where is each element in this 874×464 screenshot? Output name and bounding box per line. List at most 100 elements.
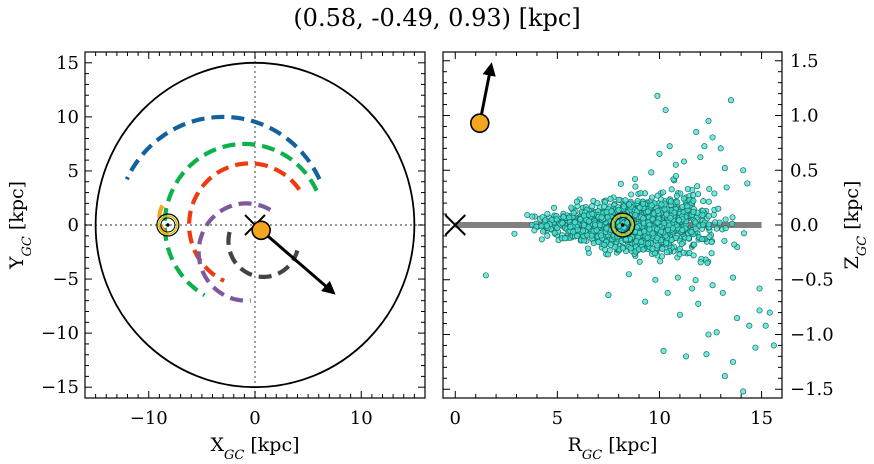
y-tick-label: −0.5 [790,270,834,291]
star-point [663,249,670,256]
star-point [628,191,635,198]
star-point [708,250,715,257]
x-tick-label: −10 [130,408,168,429]
star-point [580,212,588,219]
star-point [723,184,730,191]
star-point [699,221,706,228]
star-point [619,245,626,252]
star-point [674,274,681,281]
star-point [538,236,545,243]
star-point [706,185,713,193]
star-point [654,207,661,214]
star-point [689,285,696,292]
x-tick-label: 10 [648,408,671,429]
star-point [656,150,663,157]
star-point [680,158,688,165]
star-point [712,219,719,226]
star-point [627,245,634,252]
spiral-arm-red [186,161,301,283]
galaxy-boundary-circle [94,61,416,389]
star-point [607,195,614,202]
star-point [710,211,717,218]
star-point [721,373,728,380]
star-point [524,211,531,219]
star-point [612,244,619,251]
star-point [544,232,551,239]
star-point [756,285,763,292]
star-point [705,198,712,205]
star-point [561,235,568,242]
spiral-arm-blue [124,114,322,181]
star-point [531,227,538,234]
y-tick-label: 5 [68,161,79,182]
star-point [744,180,751,187]
star-point [538,223,545,230]
star-point [664,289,671,296]
y-tick-label: −1.5 [790,379,834,400]
star-point [551,229,558,236]
star-point [579,227,587,234]
star-point [567,223,574,231]
chart-title: (0.58, -0.49, 0.93) [kpc] [293,4,581,32]
spiral-arm-orange [157,204,170,238]
star-point [605,292,612,299]
y-axis-label: ZGC [kpc] [841,181,870,270]
star-point [539,228,547,235]
star-point [661,206,668,213]
star-point [648,202,655,209]
star-point [649,245,656,252]
star-point [708,239,715,246]
spiral-arm-purple [196,201,272,303]
star-point [560,213,567,221]
star-point [573,198,580,205]
star-point [620,203,628,210]
star-point [676,311,683,318]
y-tick-label: 1.0 [790,106,819,127]
star-point [680,249,687,256]
sun-outer-ring [610,212,636,238]
star-point [605,251,612,258]
star-point [680,195,687,202]
star-point [705,117,712,125]
star-point [752,344,759,351]
star-point [673,192,680,199]
star-point [568,204,575,211]
star-point [544,210,551,217]
star-point [641,228,648,235]
star-point [585,218,592,225]
y-tick-label: 10 [56,107,79,128]
star-point [584,245,591,252]
sun-dot [166,223,170,227]
star-point [649,230,656,237]
star-point [690,252,697,259]
star-point [659,245,666,252]
star-point [766,309,773,316]
sun-ring [158,215,178,235]
star-point [740,230,748,237]
right-panel-rz-plane: 0 5 10 15 −1.5 −1.0 −0.5 0.0 0.5 1.0 1.5 RGC [kpc] Z… [442,51,870,463]
star-point [644,240,651,247]
star-point [608,208,615,215]
sun-outer-ring [156,213,180,237]
star-point [645,208,652,215]
star-point [672,161,679,168]
star-point [704,259,711,267]
y-tick-label: −10 [41,323,79,344]
star-point [727,97,734,104]
star-point [722,216,729,223]
star-point [734,315,741,322]
star-point [762,322,769,329]
star-point [615,196,622,203]
star-point [640,200,647,207]
star-point [667,198,674,205]
star-point [703,351,710,358]
star-point [682,353,690,360]
y-tick-label: −1.0 [790,324,834,345]
star-point [625,271,632,278]
x-tick-label: 0 [249,408,260,429]
star-point [644,234,651,241]
star-point [695,191,702,198]
star-point [672,172,680,180]
star-point [729,214,736,221]
star-point [685,235,692,242]
